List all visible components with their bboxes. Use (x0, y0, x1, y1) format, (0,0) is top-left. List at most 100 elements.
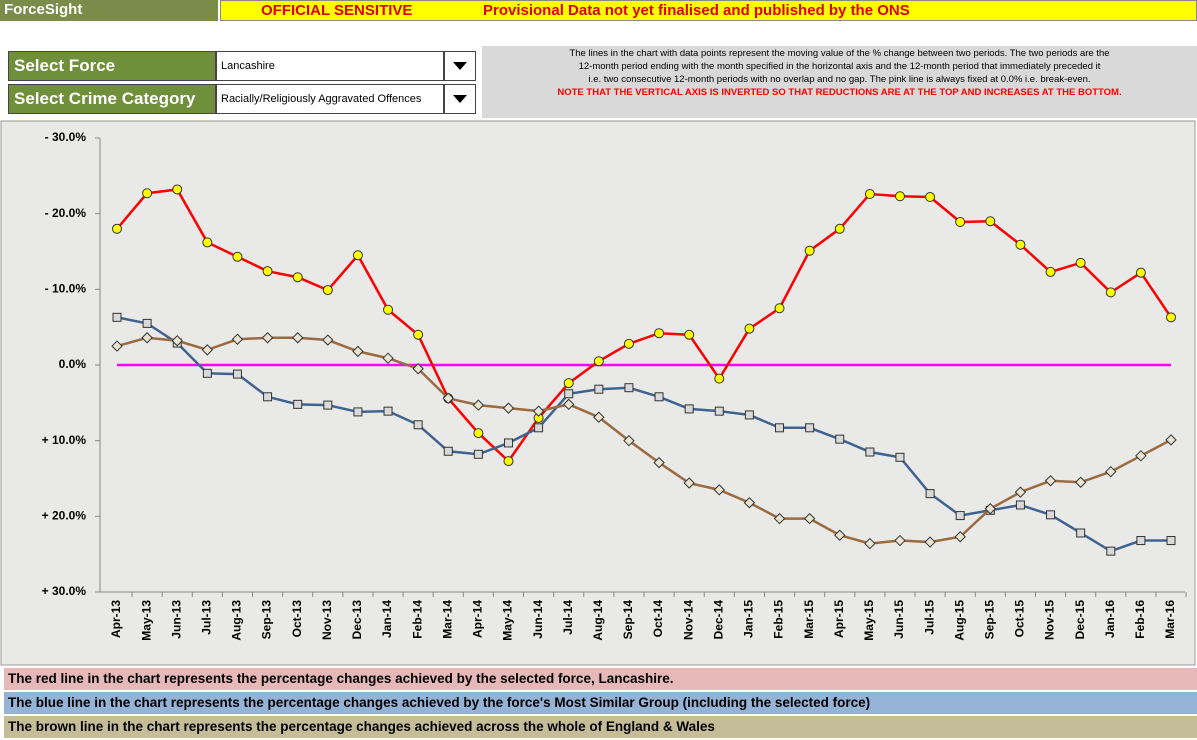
data-point (864, 537, 876, 550)
data-point (563, 378, 574, 389)
data-point (1015, 239, 1026, 250)
data-point (322, 285, 333, 296)
data-point (985, 216, 996, 227)
dropdown-icon (453, 62, 467, 70)
app-name: ForceSight (0, 0, 218, 21)
y-tick-label: - 10.0% (45, 282, 87, 296)
data-point (201, 344, 214, 356)
data-point (1136, 536, 1146, 546)
data-point (865, 447, 875, 457)
data-point (293, 399, 303, 409)
x-tick-label: Oct-14 (651, 600, 665, 638)
data-point (1105, 465, 1117, 478)
data-point (473, 449, 483, 459)
x-tick-label: Aug-13 (230, 600, 244, 641)
data-point (383, 304, 394, 315)
dropdown-button[interactable] (444, 84, 476, 114)
data-point (231, 333, 244, 345)
data-point (263, 392, 273, 402)
data-point (895, 452, 905, 462)
data-point (1105, 287, 1116, 298)
data-point (352, 345, 364, 358)
data-point (1166, 312, 1176, 323)
data-point (202, 237, 213, 248)
data-point (713, 484, 725, 496)
data-point (684, 329, 695, 340)
data-point (112, 223, 122, 234)
data-point (503, 456, 514, 467)
filter-value[interactable]: Racially/Religiously Aggravated Offences (216, 84, 444, 114)
data-point (653, 456, 665, 469)
data-point (232, 251, 243, 262)
data-point (171, 335, 183, 347)
y-tick-label: - 20.0% (45, 206, 87, 220)
legend-lines: The red line in the chart represents the… (0, 668, 1197, 740)
legend-line: The red line in the chart represents the… (4, 668, 1197, 690)
x-tick-label: Sep-14 (621, 600, 635, 640)
data-point (1106, 546, 1116, 556)
data-point (322, 334, 334, 346)
x-tick-label: Nov-13 (320, 600, 334, 640)
x-tick-label: Oct-13 (290, 600, 304, 638)
data-point (744, 410, 754, 420)
data-point (624, 383, 634, 393)
data-point (413, 420, 423, 430)
data-point (623, 338, 634, 349)
data-point (534, 423, 544, 433)
filter-value[interactable]: Lancashire (216, 51, 444, 81)
data-point (1046, 510, 1056, 520)
x-tick-label: Apr-15 (832, 600, 846, 638)
data-point (261, 332, 274, 344)
data-point (743, 497, 756, 509)
x-tick-label: Oct-15 (1013, 600, 1027, 638)
x-tick-label: Feb-14 (410, 600, 424, 639)
note-warning: NOTE THAT THE VERTICAL AXIS IS INVERTED … (557, 87, 1122, 98)
data-point (1044, 475, 1057, 487)
x-tick-label: May-13 (139, 600, 153, 641)
data-point (623, 434, 635, 447)
legend-line: The blue line in the chart represents th… (4, 692, 1197, 714)
data-point (1045, 266, 1056, 277)
x-tick-label: Jun-14 (531, 600, 545, 639)
data-point (1074, 476, 1087, 488)
data-point (593, 356, 604, 367)
filter-label: Select Force (8, 51, 216, 81)
x-tick-label: Dec-15 (1073, 600, 1087, 640)
dropdown-icon (453, 95, 467, 103)
data-point (955, 216, 966, 227)
data-point (443, 446, 453, 456)
dropdown-button[interactable] (444, 51, 476, 81)
note-line: The lines in the chart with data points … (569, 48, 1110, 59)
data-point (924, 536, 936, 548)
data-point (1015, 500, 1025, 510)
y-tick-label: + 20.0% (42, 509, 87, 523)
data-point (775, 423, 785, 433)
data-point (172, 184, 183, 195)
data-point (714, 406, 724, 416)
y-tick-label: + 10.0% (42, 433, 87, 447)
data-point (292, 272, 303, 283)
data-point (473, 428, 484, 439)
data-point (262, 266, 273, 277)
data-point (744, 323, 755, 334)
data-point (804, 245, 815, 256)
data-point (382, 352, 394, 364)
data-point (532, 405, 545, 417)
data-point (864, 188, 875, 199)
x-tick-label: Mar-15 (802, 600, 816, 639)
data-point (353, 407, 363, 417)
x-tick-label: Jan-15 (742, 600, 756, 638)
data-point (383, 406, 393, 416)
data-point (954, 531, 966, 543)
x-tick-label: Jul-13 (200, 600, 214, 635)
x-tick-label: Jul-15 (922, 600, 936, 635)
data-point (683, 477, 695, 489)
series-line (116, 188, 1173, 463)
data-point (835, 434, 845, 444)
note-line: 12-month period ending with the month sp… (578, 61, 1101, 72)
filter-label: Select Crime Category (8, 84, 216, 114)
data-point (654, 392, 664, 402)
data-point (142, 318, 152, 328)
data-point (773, 512, 786, 525)
data-point (894, 534, 906, 547)
